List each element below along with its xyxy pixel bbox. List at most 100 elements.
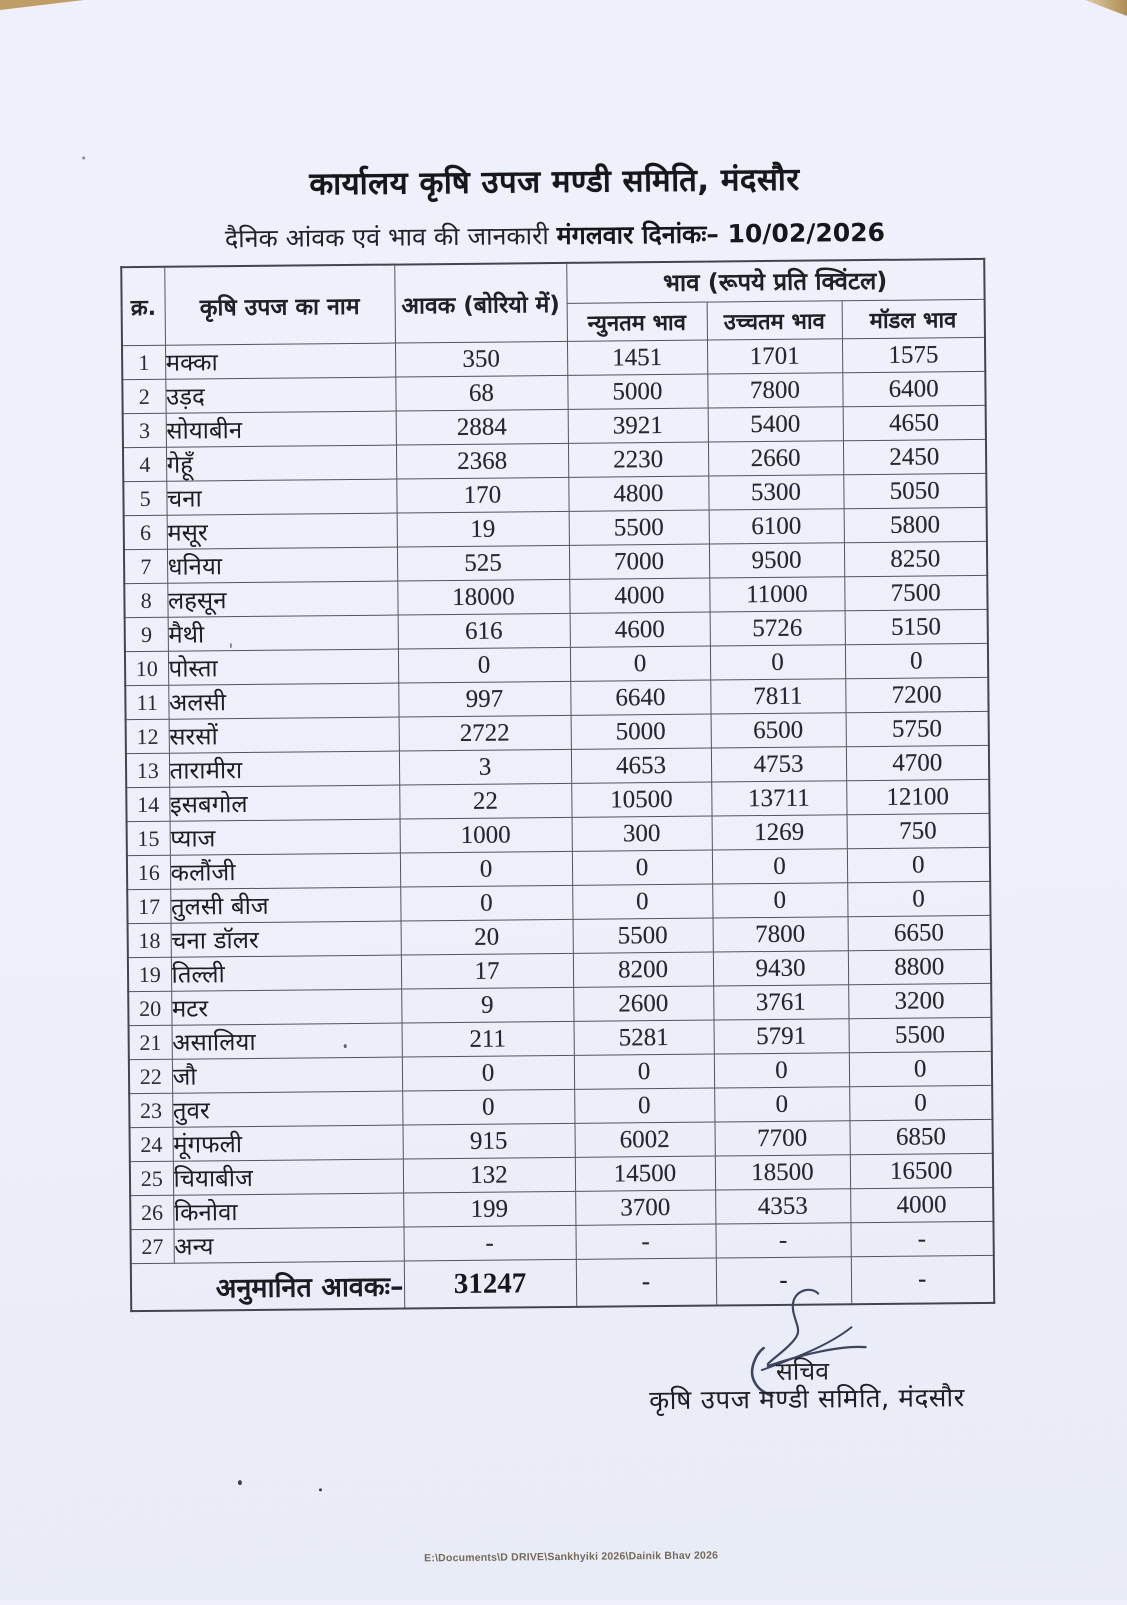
cell-max: 9500 bbox=[708, 542, 845, 579]
cell-sn: 22 bbox=[128, 1059, 173, 1094]
cell-max: 6500 bbox=[710, 712, 846, 749]
cell-modal: 7500 bbox=[844, 575, 988, 611]
cell-modal: 5800 bbox=[843, 507, 987, 543]
cell-min: 5500 bbox=[572, 918, 713, 954]
cell-min: 14500 bbox=[574, 1156, 716, 1192]
cell-name: तिल्ली bbox=[170, 955, 402, 992]
cell-min: 5000 bbox=[570, 714, 711, 750]
cell-arrival: 9 bbox=[401, 987, 574, 1024]
cell-min: 4600 bbox=[569, 612, 710, 648]
cell-min: 10500 bbox=[571, 782, 712, 818]
cell-sn: 18 bbox=[127, 923, 171, 958]
cell-max: 6100 bbox=[708, 508, 844, 545]
cell-min: 7000 bbox=[568, 544, 710, 580]
cell-max: 0 bbox=[714, 1086, 850, 1123]
cell-sn: 19 bbox=[127, 957, 172, 992]
page-title: कार्यालय कृषि उपज मण्डी समिति, मंदसौर bbox=[309, 161, 800, 203]
cell-modal: 750 bbox=[846, 813, 990, 849]
cell-arrival: 0 bbox=[401, 1055, 575, 1092]
cell-modal: 6400 bbox=[842, 371, 986, 407]
cell-name: सोयाबीन bbox=[165, 411, 396, 448]
cell-max: 7800 bbox=[712, 916, 848, 953]
cell-name: तुवर bbox=[172, 1091, 403, 1128]
total-label: अनुमानित आवकः– bbox=[130, 1261, 405, 1312]
cell-name: सरसों bbox=[168, 717, 399, 754]
file-path-footer: E:\Documents\D DRIVE\Sankhyiki 2026\Dain… bbox=[424, 1549, 719, 1565]
cell-min: 5000 bbox=[567, 374, 708, 410]
cell-sn: 24 bbox=[129, 1127, 173, 1162]
daily-price-table: क्र. कृषि उपज का नाम आवक (बोरियो में) भा… bbox=[120, 257, 996, 1313]
photo-edge-top-left bbox=[0, 0, 84, 10]
col-header-modal-price: मॉडल भाव bbox=[841, 299, 985, 339]
cell-sn: 16 bbox=[126, 855, 171, 890]
cell-name: तुलसी बीज bbox=[170, 887, 401, 924]
cell-sn: 17 bbox=[127, 889, 171, 924]
cell-name: मसूर bbox=[166, 513, 397, 550]
cell-name: लहसून bbox=[167, 581, 398, 618]
cell-min: 4800 bbox=[568, 476, 709, 512]
cell-min: 300 bbox=[571, 816, 712, 852]
col-header-serial: क्र. bbox=[121, 266, 166, 346]
cell-name: किनोवा bbox=[173, 1193, 404, 1230]
cell-min: 5500 bbox=[568, 510, 709, 546]
cell-max: 9430 bbox=[712, 950, 849, 987]
cell-max: 1269 bbox=[711, 814, 847, 851]
cell-arrival: 350 bbox=[394, 341, 568, 378]
cell-sn: 15 bbox=[126, 821, 170, 856]
cell-modal: 3200 bbox=[848, 983, 992, 1019]
cell-sn: 9 bbox=[124, 617, 168, 652]
cell-arrival: 1000 bbox=[399, 817, 572, 854]
cell-name: चना डॉलर bbox=[170, 921, 401, 958]
col-header-min-price: न्युनतम भाव bbox=[566, 302, 707, 342]
cell-modal: 4000 bbox=[850, 1187, 994, 1223]
cell-min: 0 bbox=[571, 850, 713, 886]
cell-arrival: 20 bbox=[400, 919, 573, 956]
cell-name: अलसी bbox=[168, 683, 399, 720]
cell-arrival: 2368 bbox=[395, 443, 569, 480]
cell-arrival: 0 bbox=[400, 885, 573, 922]
cell-max: 18500 bbox=[714, 1154, 851, 1191]
cell-sn: 3 bbox=[122, 413, 166, 448]
total-min-dash: - bbox=[575, 1258, 717, 1307]
table-body: 1 मक्का 350 1451 1701 1575 2 उड़द 68 5000 7800 6400… bbox=[122, 337, 994, 1264]
cell-sn: 20 bbox=[128, 991, 172, 1026]
cell-arrival: 525 bbox=[396, 545, 570, 582]
cell-arrival: 132 bbox=[402, 1157, 576, 1194]
col-header-arrival: आवक (बोरियो में) bbox=[394, 262, 567, 344]
col-header-max-price: उच्चतम भाव bbox=[706, 300, 842, 341]
cell-sn: 8 bbox=[124, 583, 168, 618]
cell-name: गेहूँ bbox=[165, 445, 397, 482]
cell-name: कलौंजी bbox=[169, 853, 401, 890]
cell-max: 7811 bbox=[710, 678, 846, 715]
cell-sn: 6 bbox=[123, 515, 167, 550]
cell-min: 0 bbox=[574, 1088, 715, 1124]
cell-modal: 0 bbox=[846, 847, 991, 883]
cell-sn: 23 bbox=[129, 1093, 173, 1128]
subtitle-date: मंगलवार दिनांकः– 10/02/2026 bbox=[556, 217, 886, 251]
cell-sn: 5 bbox=[123, 481, 167, 516]
cell-max: 0 bbox=[712, 882, 848, 919]
cell-sn: 11 bbox=[125, 685, 169, 720]
cell-modal: 4700 bbox=[845, 745, 990, 781]
cell-name: धनिया bbox=[166, 547, 398, 584]
cell-max: 2660 bbox=[707, 440, 844, 477]
ink-speck bbox=[229, 643, 232, 649]
cell-name: तारामीरा bbox=[168, 751, 400, 788]
cell-max: 5791 bbox=[713, 1018, 849, 1055]
cell-modal: 7200 bbox=[845, 677, 989, 713]
cell-name: चना bbox=[166, 479, 397, 516]
table-header: क्र. कृषि उपज का नाम आवक (बोरियो में) भा… bbox=[121, 258, 985, 346]
cell-arrival: 915 bbox=[402, 1123, 575, 1160]
cell-min: 3700 bbox=[575, 1190, 716, 1226]
cell-max: - bbox=[715, 1222, 851, 1259]
cell-arrival: 2722 bbox=[398, 715, 571, 752]
cell-name: मटर bbox=[171, 989, 402, 1026]
cell-modal: 0 bbox=[844, 643, 989, 679]
cell-max: 0 bbox=[713, 1052, 850, 1089]
cell-arrival: 211 bbox=[401, 1021, 574, 1058]
cell-sn: 10 bbox=[124, 651, 169, 686]
cell-sn: 25 bbox=[129, 1161, 174, 1196]
cell-name: जौ bbox=[171, 1057, 403, 1094]
cell-min: 6002 bbox=[574, 1122, 715, 1158]
cell-modal: 5150 bbox=[844, 609, 988, 645]
